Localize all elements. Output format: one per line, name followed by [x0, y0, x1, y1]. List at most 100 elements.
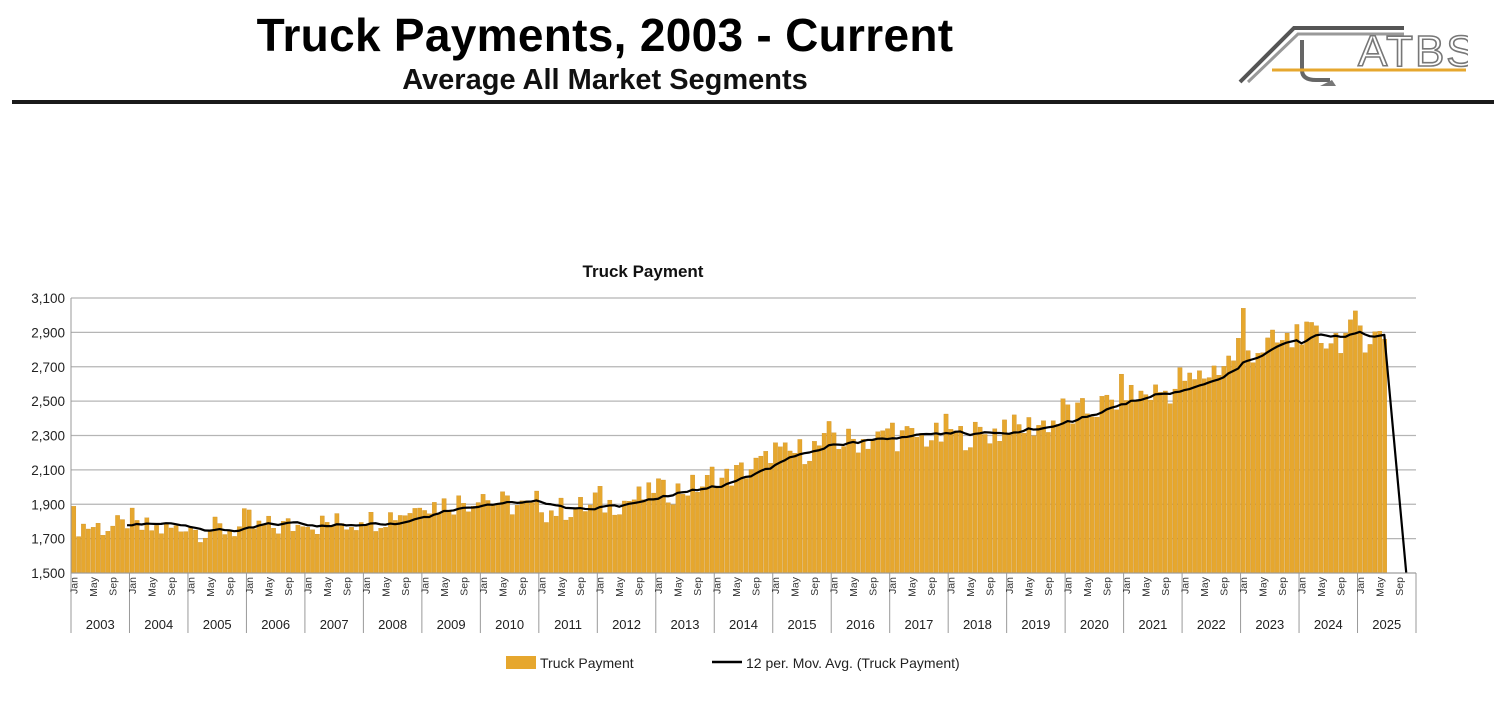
- year-label: 2017: [904, 617, 933, 632]
- month-tick-label: Jan: [419, 577, 431, 594]
- bar: [164, 522, 169, 574]
- bar: [1328, 343, 1334, 574]
- bar: [1104, 394, 1110, 574]
- bar: [1309, 322, 1314, 574]
- month-tick-label: May: [146, 576, 158, 597]
- bar: [173, 525, 179, 574]
- bar: [188, 526, 193, 574]
- bar: [1289, 347, 1295, 574]
- bar: [807, 460, 812, 574]
- bar: [1172, 388, 1178, 574]
- bar: [914, 437, 920, 574]
- bar: [203, 537, 208, 574]
- bar: [324, 522, 330, 574]
- y-tick-label: 3,100: [31, 291, 65, 306]
- month-tick-label: May: [614, 576, 626, 597]
- bar: [76, 536, 81, 574]
- month-tick-label: Jan: [1296, 577, 1308, 594]
- month-tick-label: Sep: [107, 577, 119, 596]
- year-label: 2007: [320, 617, 349, 632]
- bar: [1304, 321, 1309, 574]
- month-tick-label: Jan: [302, 577, 314, 594]
- bar: [933, 422, 939, 574]
- month-tick-label: Sep: [1043, 577, 1055, 596]
- bar: [982, 434, 988, 574]
- bar: [368, 512, 374, 574]
- bar: [490, 504, 496, 574]
- y-tick-label: 1,700: [31, 532, 65, 547]
- month-tick-label: Sep: [283, 577, 295, 596]
- bar: [778, 446, 783, 574]
- month-tick-label: May: [1257, 576, 1269, 597]
- bar: [193, 529, 198, 574]
- bar: [549, 510, 554, 574]
- bar: [846, 428, 851, 574]
- bar: [704, 475, 710, 574]
- bar: [358, 522, 364, 574]
- bar: [1089, 416, 1095, 574]
- year-label: 2009: [437, 617, 466, 632]
- bar: [1236, 338, 1241, 574]
- page-subtitle: Average All Market Segments: [402, 64, 808, 96]
- bar: [1348, 319, 1353, 574]
- bar: [1002, 419, 1007, 574]
- bar: [1041, 420, 1046, 574]
- bar: [719, 477, 725, 574]
- bar: [1163, 390, 1168, 574]
- month-tick-label: May: [497, 576, 509, 597]
- bar: [276, 533, 281, 574]
- bar: [95, 523, 101, 574]
- bar: [1070, 423, 1076, 574]
- bar: [271, 527, 276, 574]
- bar: [782, 442, 788, 574]
- year-label: 2012: [612, 617, 641, 632]
- bar: [1241, 308, 1246, 574]
- moving-average-series: [127, 330, 1408, 574]
- bar: [198, 542, 203, 574]
- bar: [144, 517, 150, 574]
- bar: [149, 530, 154, 574]
- bar: [349, 527, 354, 574]
- month-tick-label: Jan: [1121, 577, 1133, 594]
- bar: [700, 486, 705, 574]
- bar: [110, 525, 116, 574]
- month-tick-label: Sep: [1102, 577, 1114, 596]
- bar: [1226, 355, 1231, 574]
- bar: [285, 518, 291, 574]
- bar: [1211, 365, 1217, 574]
- month-tick-label: Jan: [68, 577, 80, 594]
- bar: [524, 500, 530, 574]
- bar: [393, 520, 398, 574]
- bar: [505, 495, 510, 574]
- bar: [388, 512, 393, 574]
- year-label: 2024: [1314, 617, 1343, 632]
- bar: [378, 528, 384, 574]
- bar: [1362, 352, 1368, 574]
- year-label: 2025: [1372, 617, 1401, 632]
- bar: [1323, 348, 1329, 574]
- month-tick-label: May: [380, 576, 392, 597]
- bar: [1050, 420, 1056, 574]
- month-tick-label: Jan: [829, 577, 841, 594]
- bar: [334, 513, 340, 574]
- bar: [1245, 350, 1251, 574]
- bar: [168, 527, 174, 574]
- year-label: 2014: [729, 617, 758, 632]
- y-tick-label: 1,900: [31, 497, 65, 512]
- bar: [880, 430, 885, 574]
- page-header: Truck Payments, 2003 - Current Average A…: [0, 0, 1497, 108]
- year-label: 2006: [261, 617, 290, 632]
- bar: [1250, 362, 1256, 574]
- bar: [1206, 377, 1212, 574]
- bar: [563, 519, 569, 574]
- bar: [1284, 332, 1290, 574]
- month-tick-label: Jan: [946, 577, 958, 594]
- bar: [90, 527, 96, 574]
- bar: [222, 534, 228, 574]
- month-tick-label: Jan: [185, 577, 197, 594]
- bar: [105, 531, 111, 574]
- month-tick-label: May: [965, 576, 977, 597]
- bar: [1011, 414, 1017, 574]
- bar: [1167, 403, 1173, 574]
- bar: [1260, 352, 1266, 574]
